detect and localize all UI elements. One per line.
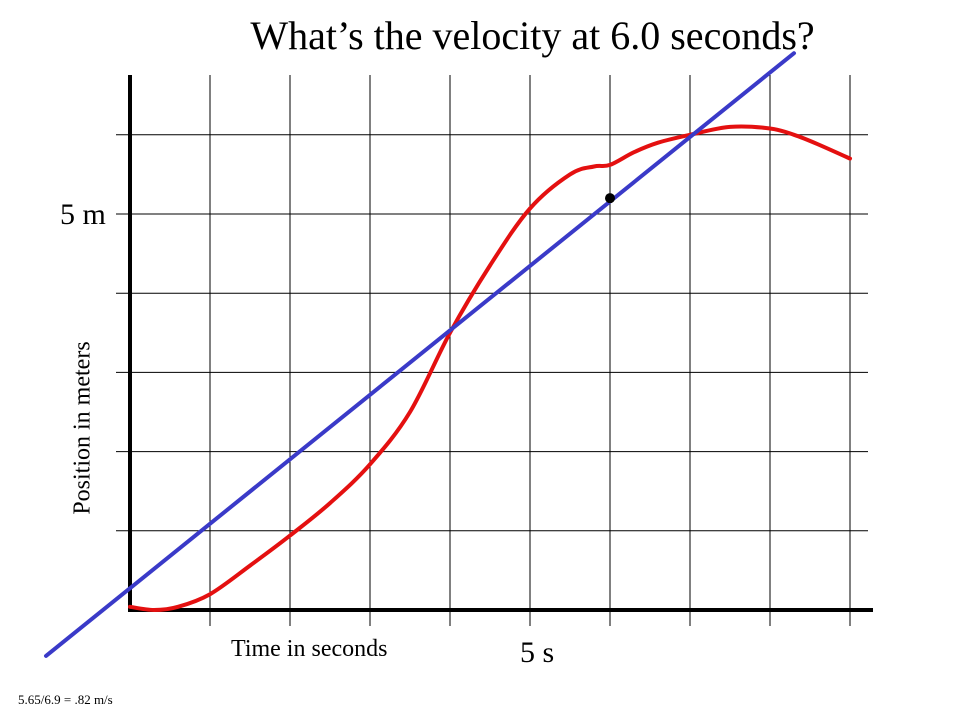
x-axis-label: Time in seconds <box>231 636 388 662</box>
chart-title: What’s the velocity at 6.0 seconds? <box>250 13 815 58</box>
y-tick-label: 5 m <box>60 198 106 231</box>
tangent-point <box>605 193 615 204</box>
position-curve <box>128 124 852 612</box>
tangent-line <box>44 51 796 658</box>
velocity-calculation-note: 5.65/6.9 = .82 m/s <box>18 692 113 707</box>
x-tick-label: 5 s <box>520 636 555 669</box>
axes <box>128 75 873 612</box>
series-layer <box>44 51 852 658</box>
grid <box>116 75 868 626</box>
y-axis-label: Position in meters <box>69 341 96 515</box>
